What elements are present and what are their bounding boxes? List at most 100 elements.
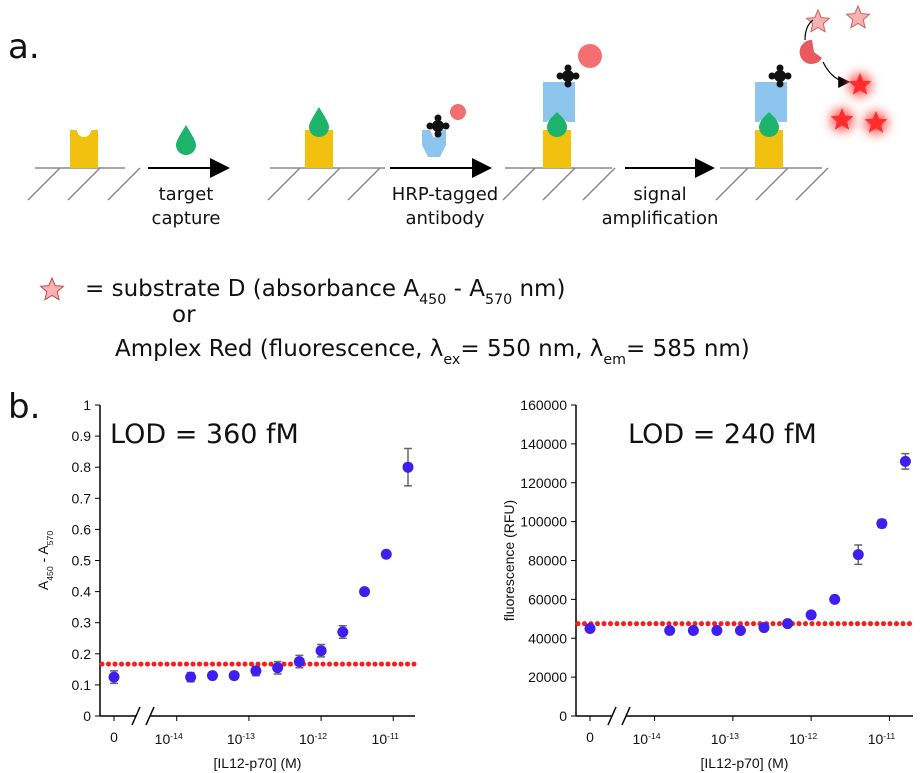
y-tick-label: 40000 (528, 630, 567, 646)
chart: 0 20000 40000 60000 80000 100000 120000 140000 1… (501, 397, 916, 771)
chart: 00.10.20.30.40.50.60.70.80.910 10-14 10-13… (35, 397, 418, 771)
axis-break (607, 706, 631, 726)
text-part: fluorescence (RFU) (501, 500, 517, 621)
y-tick-label: 120000 (520, 475, 567, 491)
text-part: 10 (789, 731, 805, 747)
data-point (876, 518, 888, 530)
y-tick-label: 0.7 (72, 490, 92, 506)
data-point (272, 662, 284, 674)
panel-label: a. (8, 27, 40, 67)
text-part: A (35, 580, 51, 590)
script-text: ex (443, 352, 460, 368)
text-part: = 585 nm) (626, 336, 750, 362)
y-tick-label: 80000 (528, 553, 567, 569)
data-point (899, 455, 911, 467)
script-text: -11 (387, 731, 399, 741)
y-tick-label: 140000 (520, 436, 567, 452)
x-tick-label: 10-11 (372, 731, 400, 747)
x-tick-label: 10-14 (155, 731, 183, 747)
text-part: 10 (711, 731, 727, 747)
data-point (108, 671, 120, 683)
text-part: 10 (299, 731, 315, 747)
legend-line: = substrate D (absorbance A450 - A570 nm… (85, 276, 565, 308)
x-tick-label: 10-12 (299, 731, 327, 747)
y-tick-label: 0.5 (72, 553, 92, 569)
data-point (664, 624, 676, 636)
text-part: 10 (633, 731, 649, 747)
script-text: -12 (315, 731, 328, 741)
script-text: 450 (419, 292, 446, 308)
script-text: -14 (648, 731, 661, 741)
text-part: nm) (512, 276, 565, 302)
text-part: = 550 nm, λ (460, 336, 603, 362)
data-point (293, 656, 305, 668)
script-text: -13 (726, 731, 739, 741)
y-tick-label: 0.1 (72, 677, 92, 693)
y-tick-label: 0.4 (72, 584, 92, 600)
script-text: em (603, 352, 626, 368)
data-point (758, 622, 770, 634)
data-point (584, 623, 596, 635)
x-tick-label: 0 (110, 729, 118, 745)
annotation: LOD = 360 fM (110, 419, 299, 450)
data-point (250, 665, 262, 677)
text-part: Amplex Red (fluorescence, λ (115, 336, 443, 362)
x-tick-label: 10-14 (633, 731, 661, 747)
data-point (852, 549, 864, 561)
script-text: -14 (170, 731, 183, 741)
data-point (380, 548, 392, 560)
step-label: signal (633, 184, 686, 205)
text-part: = substrate D (absorbance A (85, 276, 419, 302)
x-axis-title: [IL12-p70] (M) (214, 755, 302, 771)
text-part: 10 (868, 731, 884, 747)
data-point (402, 461, 414, 473)
legend-line: or (172, 302, 196, 328)
y-axis-title: fluorescence (RFU) (501, 500, 517, 621)
assay-icons (40, 5, 888, 301)
y-tick-label: 100000 (520, 514, 567, 530)
step-label: amplification (602, 208, 719, 229)
y-tick-label: 1 (83, 397, 91, 413)
x-tick-label: 0 (586, 729, 594, 745)
script-text: -12 (805, 731, 818, 741)
x-tick-label: 10-13 (711, 731, 739, 747)
y-tick-label: 0.2 (72, 646, 92, 662)
data-point (829, 593, 841, 605)
text-part: 10 (227, 731, 243, 747)
axis-break (131, 706, 155, 726)
data-point (711, 624, 723, 636)
y-tick-label: 0.6 (72, 521, 92, 537)
text-part: or (172, 302, 196, 328)
step-label: capture (152, 208, 221, 229)
data-point (185, 671, 197, 683)
text-part: 10 (155, 731, 171, 747)
data-point (228, 670, 240, 682)
data-point (315, 645, 327, 657)
text-part: 10 (372, 731, 388, 747)
y-tick-label: 0 (559, 708, 567, 724)
step-label: target (159, 184, 214, 205)
panel-label: b. (8, 387, 40, 427)
x-tick-label: 10-12 (789, 731, 817, 747)
surfaces (27, 167, 829, 201)
x-tick-label: 10-11 (868, 731, 896, 747)
y-tick-label: 0.3 (72, 615, 92, 631)
y-tick-label: 0.8 (72, 459, 92, 475)
data-point (359, 586, 371, 598)
script-text: 570 (45, 531, 55, 546)
x-tick-label: 10-13 (227, 731, 255, 747)
text-part: - A (446, 276, 485, 302)
y-tick-label: 20000 (528, 669, 567, 685)
step-label: antibody (405, 208, 484, 229)
annotation: LOD = 240 fM (628, 419, 817, 450)
script-text: 450 (45, 566, 55, 581)
data-point (782, 618, 794, 630)
data-point (687, 624, 699, 636)
y-tick-label: 0.9 (72, 428, 92, 444)
y-axis-title: A450 - A570 (35, 531, 55, 590)
step-label: HRP-tagged (392, 184, 498, 205)
script-text: -11 (883, 731, 895, 741)
script-text: 570 (485, 292, 512, 308)
